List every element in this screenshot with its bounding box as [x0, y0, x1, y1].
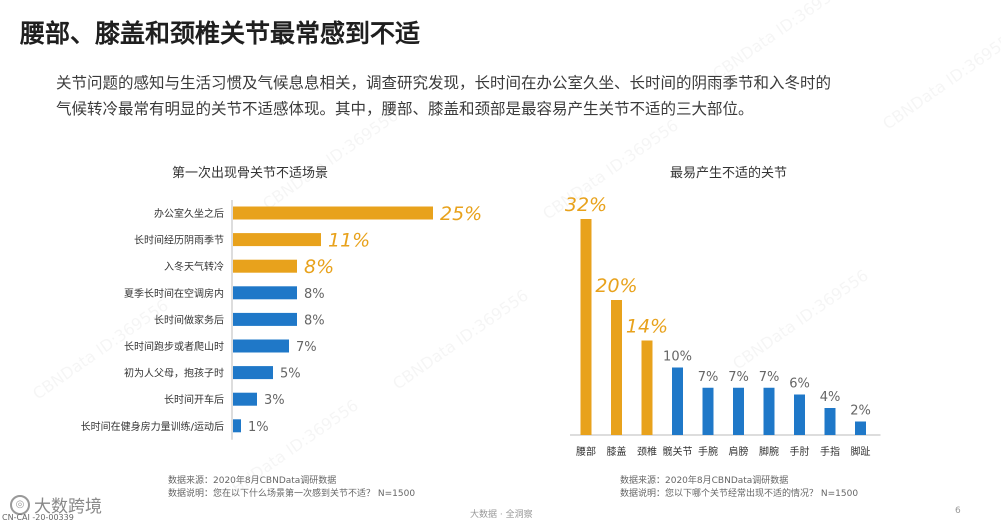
right-value-label: 7%	[698, 370, 719, 385]
logo-icon: ◎	[10, 494, 30, 515]
right-bar	[672, 367, 683, 435]
right-value-label: 10%	[663, 350, 692, 365]
left-bar	[233, 366, 273, 380]
left-bar	[233, 206, 433, 220]
right-bar	[794, 394, 805, 435]
intro-line: 气候转冷最常有明显的关节不适感体现。其中，腰部、膝盖和颈部是最容易产生关节不适的…	[56, 100, 754, 118]
left-chart-title: 第一次出现骨关节不适场景	[172, 166, 329, 181]
right-value-label: 14%	[626, 316, 668, 338]
intro-text: 关节问题的感知与生活习惯及气候息息相关，调查研究发现，长时间在办公室久坐、长时间…	[56, 70, 976, 122]
left-category-label: 长时间经历阴雨季节	[134, 234, 224, 247]
left-category-label: 长时间做家务后	[154, 313, 224, 326]
left-category-label: 初为人父母，抱孩子时	[124, 367, 224, 380]
left-value-label: 8%	[304, 256, 334, 278]
right-value-label: 7%	[728, 370, 749, 385]
right-category-label: 腰部	[576, 445, 596, 458]
right-bar	[855, 421, 866, 435]
left-footnote-note: 数据说明：您在以下什么场景第一次感到关节不适？ N=1500	[168, 489, 416, 499]
left-category-label: 办公室久坐之后	[154, 207, 224, 220]
logo-text: 大数跨境	[34, 497, 102, 517]
right-bar	[702, 387, 714, 435]
right-value-label: 4%	[820, 390, 841, 405]
report-code: CN-CAI -20-00339	[2, 513, 74, 522]
left-category-label: 长时间跑步或者爬山时	[124, 340, 224, 353]
page-title: 腰部、膝盖和颈椎关节最常感到不适	[20, 19, 421, 48]
left-value-label: 8%	[304, 313, 325, 328]
left-bar	[233, 312, 297, 326]
right-value-label: 32%	[565, 194, 607, 216]
left-category-label: 长时间开车后	[164, 393, 224, 406]
right-value-label: 2%	[850, 404, 871, 419]
right-bar	[733, 387, 744, 435]
left-bar	[233, 259, 297, 273]
brand-logo: ◎ 大数跨境	[10, 492, 102, 517]
left-category-label: 夏季长时间在空调房内	[124, 287, 224, 300]
left-footnote-source: 数据来源：2020年8月CBNData调研数据	[168, 476, 337, 486]
right-value-label: 20%	[595, 275, 637, 297]
left-footnote: 数据来源：2020年8月CBNData调研数据 数据说明：您在以下什么场景第一次…	[168, 475, 415, 501]
left-value-label: 5%	[280, 367, 301, 382]
left-value-label: 8%	[304, 287, 325, 302]
right-chart-title: 最易产生不适的关节	[670, 166, 788, 181]
left-value-label: 1%	[248, 420, 269, 435]
right-footnote-note: 数据说明：您以下哪个关节经常出现不适的情况？ N=1500	[620, 489, 859, 499]
left-value-label: 3%	[264, 393, 285, 408]
left-value-label: 11%	[328, 230, 370, 252]
left-value-label: 7%	[296, 340, 317, 355]
right-bar	[611, 300, 622, 435]
bottom-slogan: 大数据 · 全洞察	[470, 510, 533, 520]
right-category-label: 手肘	[790, 445, 810, 458]
right-bar	[641, 340, 653, 435]
left-value-label: 25%	[440, 203, 482, 225]
right-category-label: 手腕	[698, 445, 718, 458]
right-category-label: 髋关节	[663, 445, 693, 458]
left-bar	[233, 286, 297, 300]
right-category-label: 膝盖	[607, 445, 627, 458]
right-footnote: 数据来源：2020年8月CBNData调研数据 数据说明：您以下哪个关节经常出现…	[620, 475, 858, 501]
left-bar	[233, 419, 241, 433]
left-bar	[233, 339, 289, 353]
left-category-label: 长时间在健身房力量训练/运动后	[81, 420, 224, 433]
right-category-label: 脚趾	[851, 445, 871, 458]
right-category-label: 脚腕	[759, 445, 779, 458]
right-bar	[763, 387, 775, 435]
right-bar	[580, 219, 592, 435]
left-bar	[233, 392, 257, 406]
intro-line: 关节问题的感知与生活习惯及气候息息相关，调查研究发现，长时间在办公室久坐、长时间…	[56, 74, 832, 92]
right-bar	[824, 408, 836, 435]
right-value-label: 6%	[789, 377, 810, 392]
right-footnote-source: 数据来源：2020年8月CBNData调研数据	[620, 476, 789, 486]
left-category-label: 入冬天气转冷	[164, 260, 224, 273]
page-number: 6	[955, 506, 961, 516]
left-bar	[233, 233, 321, 247]
right-category-label: 肩膀	[729, 445, 749, 458]
right-category-label: 手指	[820, 445, 840, 458]
right-value-label: 7%	[759, 370, 780, 385]
right-category-label: 颈椎	[637, 445, 657, 458]
